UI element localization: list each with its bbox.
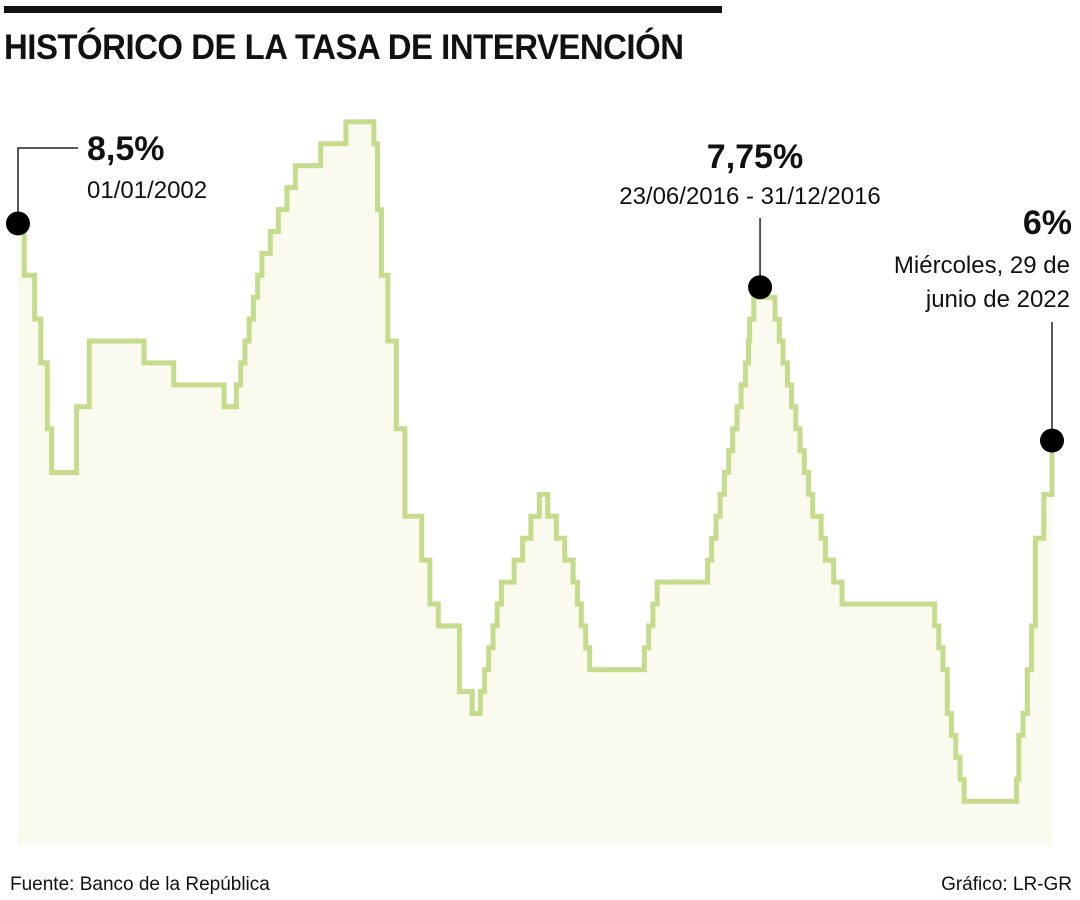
chart-title: HISTÓRICO DE LA TASA DE INTERVENCIÓN: [4, 28, 684, 67]
source-note: Fuente: Banco de la República: [10, 874, 270, 895]
marker-end: [1040, 428, 1064, 453]
title-rule: [4, 6, 722, 13]
annotation-end-date-line2: junio de 2022: [925, 286, 1070, 313]
annotation-end-date-line1: Miércoles, 29 de: [894, 252, 1070, 279]
graphic-credit: Gráfico: LR-GR: [941, 874, 1072, 895]
marker-start: [6, 211, 30, 236]
annotation-start-date: 01/01/2002: [87, 177, 207, 204]
annotation-end-value: 6%: [1023, 204, 1072, 242]
annotation-peak-value: 7,75%: [707, 138, 803, 176]
marker-peak: [748, 275, 773, 300]
annotation-leader-start: [17, 147, 78, 224]
rate-step-line: [18, 119, 1055, 804]
annotation-peak-date: 23/06/2016 - 31/12/2016: [619, 183, 881, 210]
annotation-start-value: 8,5%: [87, 130, 165, 168]
rate-area-fill: [18, 121, 1052, 845]
